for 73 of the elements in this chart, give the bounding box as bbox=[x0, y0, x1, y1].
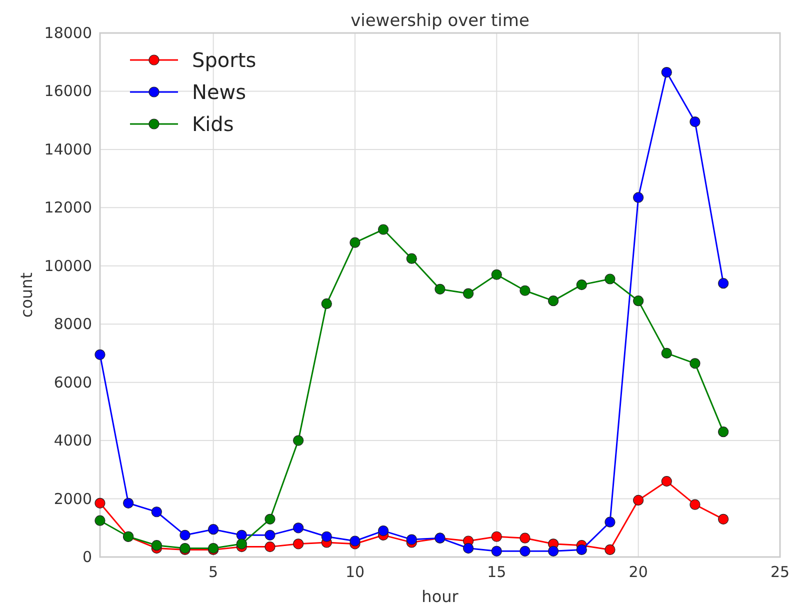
y-tick-label: 12000 bbox=[44, 198, 92, 217]
y-tick-label: 16000 bbox=[44, 82, 92, 100]
point bbox=[151, 540, 162, 551]
point bbox=[520, 546, 530, 556]
point bbox=[378, 224, 389, 235]
point bbox=[548, 296, 559, 306]
legend-label: News bbox=[192, 80, 246, 104]
point bbox=[661, 348, 672, 359]
point bbox=[576, 280, 587, 290]
point bbox=[264, 514, 276, 524]
point bbox=[94, 515, 106, 526]
point bbox=[491, 269, 502, 280]
legend-label: Sports bbox=[192, 48, 256, 72]
point bbox=[378, 526, 389, 536]
point bbox=[123, 498, 134, 508]
point bbox=[434, 284, 446, 294]
x-tick-label: 20 bbox=[628, 563, 648, 581]
x-axis-title: hour bbox=[422, 587, 459, 606]
y-tick-label: 8000 bbox=[54, 315, 92, 334]
point bbox=[293, 435, 304, 446]
y-tick-label: 2000 bbox=[54, 490, 92, 508]
point bbox=[151, 506, 162, 518]
point bbox=[293, 538, 304, 550]
x-tick-label: 25 bbox=[770, 563, 790, 581]
point bbox=[576, 544, 587, 556]
point bbox=[661, 67, 672, 78]
point bbox=[264, 530, 276, 540]
point bbox=[520, 532, 530, 544]
point bbox=[604, 274, 616, 284]
x-tick-label: 10 bbox=[345, 563, 365, 581]
point bbox=[236, 530, 247, 540]
point bbox=[208, 524, 219, 535]
point bbox=[406, 534, 417, 545]
point bbox=[463, 542, 474, 554]
point bbox=[350, 536, 360, 546]
y-tick-label: 18000 bbox=[44, 24, 92, 42]
point bbox=[94, 498, 106, 508]
point bbox=[293, 522, 304, 534]
point bbox=[520, 285, 530, 296]
x-tick-label: 5 bbox=[208, 563, 218, 581]
x-tick-label: 15 bbox=[487, 563, 506, 581]
point bbox=[350, 237, 360, 248]
point bbox=[321, 531, 332, 542]
point bbox=[264, 542, 276, 552]
y-tick-label: 0 bbox=[82, 548, 92, 566]
y-tick-label: 6000 bbox=[54, 373, 92, 392]
point bbox=[690, 358, 700, 369]
point bbox=[690, 499, 700, 510]
point bbox=[236, 538, 247, 550]
point bbox=[548, 546, 559, 556]
chart-title: viewership over time bbox=[350, 11, 530, 31]
point bbox=[633, 296, 644, 306]
y-axis-title: count bbox=[17, 272, 36, 318]
point bbox=[180, 530, 190, 540]
point bbox=[718, 514, 729, 524]
y-tick-label: 14000 bbox=[44, 140, 92, 158]
point bbox=[690, 116, 700, 128]
point bbox=[604, 516, 616, 528]
legend-label: Kids bbox=[192, 112, 234, 136]
point bbox=[633, 192, 644, 203]
point bbox=[491, 531, 502, 542]
point bbox=[718, 426, 729, 438]
point bbox=[661, 476, 672, 487]
y-tick-label: 10000 bbox=[44, 256, 92, 275]
point bbox=[604, 544, 616, 556]
point bbox=[491, 546, 502, 556]
y-tick-label: 4000 bbox=[54, 432, 92, 450]
point bbox=[718, 278, 729, 289]
point bbox=[406, 253, 417, 264]
point bbox=[633, 494, 644, 506]
point bbox=[463, 288, 474, 299]
point bbox=[321, 298, 332, 310]
point bbox=[94, 349, 106, 360]
